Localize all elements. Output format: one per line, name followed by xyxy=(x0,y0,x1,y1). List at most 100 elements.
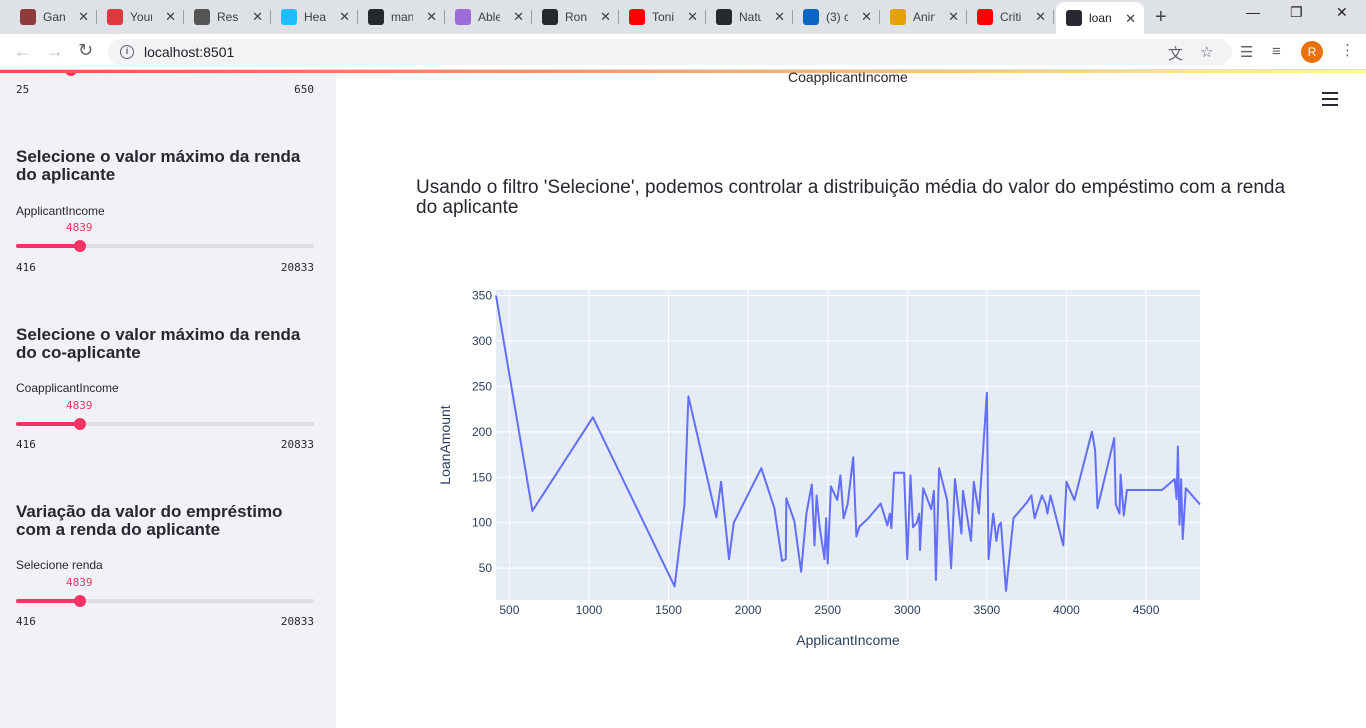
loan-amount-line-chart[interactable]: 50 100 150 200 250 300 350 500 1000 1500 2000 2500 3… xyxy=(416,280,1216,660)
tab-title: Anin xyxy=(913,10,935,24)
github-icon xyxy=(368,9,384,25)
site-info-icon[interactable]: i xyxy=(120,45,134,59)
slider-max: 20833 xyxy=(280,261,314,274)
tab-separator xyxy=(444,10,445,24)
browser-tab[interactable]: Hea ✕ xyxy=(271,0,358,34)
tab-title: (3) c xyxy=(826,10,848,24)
x-tick-label: 2000 xyxy=(735,603,762,617)
slider-min: 416 xyxy=(16,261,36,274)
slider-track-select-income[interactable] xyxy=(16,599,314,603)
close-tab-icon[interactable]: ✕ xyxy=(774,9,785,24)
chart-description: Usando o filtro 'Selecione', podemos con… xyxy=(416,177,1286,218)
tab-title: loan xyxy=(1089,11,1112,25)
y-tick-label: 100 xyxy=(472,516,492,530)
browser-tab[interactable]: Resi ✕ xyxy=(184,0,271,34)
x-axis-title: ApplicantIncome xyxy=(796,632,900,648)
close-tab-icon[interactable]: ✕ xyxy=(687,9,698,24)
media-queue-icon[interactable]: ≡ xyxy=(1272,43,1281,60)
reload-icon[interactable]: ↻ xyxy=(78,40,94,60)
bookmark-star-icon[interactable]: ☆ xyxy=(1200,44,1214,61)
y-tick-label: 350 xyxy=(472,288,492,302)
slider-thumb-applicant-income[interactable] xyxy=(74,240,86,252)
close-tab-icon[interactable]: ✕ xyxy=(252,9,263,24)
phone-icon xyxy=(194,9,210,25)
restore-window-icon[interactable]: ❐ xyxy=(1290,4,1303,20)
browser-tab[interactable]: Anin ✕ xyxy=(880,0,967,34)
close-tab-icon[interactable]: ✕ xyxy=(513,9,524,24)
close-tab-icon[interactable]: ✕ xyxy=(948,9,959,24)
slider-max: 650 xyxy=(294,83,314,96)
slider-min: 416 xyxy=(16,438,36,451)
slider-track-applicant-income[interactable] xyxy=(16,244,314,248)
browser-tab[interactable]: man ✕ xyxy=(358,0,445,34)
browser-tab[interactable]: Criti ✕ xyxy=(967,0,1054,34)
close-window-icon[interactable]: ✕ xyxy=(1336,4,1348,20)
browser-tab[interactable]: Gant ✕ xyxy=(10,0,97,34)
browser-tab[interactable]: Able ✕ xyxy=(445,0,532,34)
able-icon xyxy=(455,9,471,25)
close-tab-icon[interactable]: ✕ xyxy=(861,9,872,24)
x-tick-label: 1500 xyxy=(655,603,682,617)
close-tab-icon[interactable]: ✕ xyxy=(339,9,350,24)
tab-title: Toni xyxy=(652,10,674,24)
browser-menu-icon[interactable]: ⋮ xyxy=(1340,42,1355,59)
tab-title: Gant xyxy=(43,10,65,24)
slider-value-applicant-income: 4839 xyxy=(66,221,93,234)
extensions-puzzle-icon[interactable]: ☰ xyxy=(1240,44,1254,61)
x-tick-label: 4500 xyxy=(1133,603,1160,617)
close-tab-icon[interactable]: ✕ xyxy=(600,9,611,24)
close-tab-icon[interactable]: ✕ xyxy=(1035,9,1046,24)
tab-separator xyxy=(1053,10,1054,24)
slider-label-applicant-income: ApplicantIncome xyxy=(16,204,105,218)
close-tab-icon[interactable]: ✕ xyxy=(426,9,437,24)
tab-separator xyxy=(183,10,184,24)
sidebar: 25 650 Selecione o valor máximo da renda… xyxy=(0,73,336,728)
slider-fill xyxy=(16,244,80,248)
tab-separator xyxy=(705,10,706,24)
slider-thumb[interactable] xyxy=(65,73,77,76)
x-tick-label: 4000 xyxy=(1053,603,1080,617)
browser-tab[interactable]: Toni ✕ xyxy=(619,0,706,34)
back-arrow-icon[interactable]: ← xyxy=(14,41,32,61)
anime-icon xyxy=(890,9,906,25)
slider-thumb-coapplicant-income[interactable] xyxy=(74,418,86,430)
tab-separator xyxy=(357,10,358,24)
tab-separator xyxy=(531,10,532,24)
browser-tab[interactable]: Natu ✕ xyxy=(706,0,793,34)
y-tick-label: 200 xyxy=(472,425,492,439)
plot-area xyxy=(496,290,1200,600)
close-tab-icon[interactable]: ✕ xyxy=(78,9,89,24)
tab-separator xyxy=(792,10,793,24)
tab-title: Natu xyxy=(739,10,761,24)
slider-max: 20833 xyxy=(280,615,314,628)
github-icon xyxy=(716,9,732,25)
slider-track-coapplicant-income[interactable] xyxy=(16,422,314,426)
browser-tab[interactable]: Ron ✕ xyxy=(532,0,619,34)
browser-tab-bar: Gant✕Your✕Resi✕Hea✕man✕Able✕Ron✕Toni✕Nat… xyxy=(0,0,1366,34)
tab-title: Hea xyxy=(304,10,326,24)
slider-value-coapplicant-income: 4839 xyxy=(66,399,93,412)
browser-tab[interactable]: loan ✕ xyxy=(1056,2,1144,34)
forward-arrow-icon[interactable]: → xyxy=(46,41,64,61)
tab-separator xyxy=(966,10,967,24)
profile-avatar[interactable]: R xyxy=(1301,41,1323,63)
y-tick-label: 50 xyxy=(479,561,493,575)
new-tab-plus-icon[interactable]: + xyxy=(1155,6,1167,28)
close-tab-icon[interactable]: ✕ xyxy=(165,9,176,24)
url-text: localhost:8501 xyxy=(144,44,235,60)
tab-title: Your xyxy=(130,10,152,24)
close-tab-icon[interactable]: ✕ xyxy=(1125,11,1136,26)
browser-tab[interactable]: Your ✕ xyxy=(97,0,184,34)
browser-tab[interactable]: (3) c ✕ xyxy=(793,0,880,34)
streamlit-icon xyxy=(1066,10,1082,26)
translate-icon[interactable]: 文 xyxy=(1168,46,1184,63)
kaggle-icon xyxy=(281,9,297,25)
y-axis-title: LoanAmount xyxy=(437,405,453,485)
hamburger-menu-icon[interactable] xyxy=(1322,92,1338,110)
linkedin-icon xyxy=(803,9,819,25)
url-omnibox[interactable]: i localhost:8501 xyxy=(108,39,1232,65)
slider-range-labels: 416 20833 xyxy=(16,261,314,274)
x-tick-label: 3000 xyxy=(894,603,921,617)
slider-thumb-select-income[interactable] xyxy=(74,595,86,607)
minimize-window-icon[interactable]: — xyxy=(1246,4,1260,20)
